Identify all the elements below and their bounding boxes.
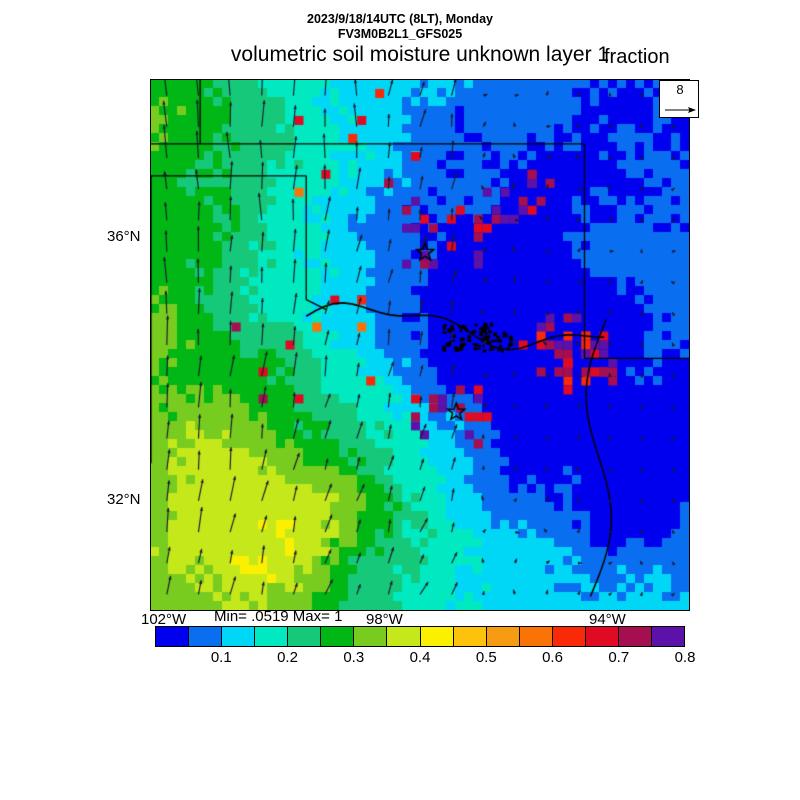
min-max-annotation: Min= .0519 Max= 1 <box>214 608 343 625</box>
colorbar-swatch-11 <box>519 627 553 646</box>
axis-label-lat-32n: 32°N <box>107 491 141 508</box>
title-date: 2023/9/18/14UTC (8LT), Monday <box>307 12 493 26</box>
colorbar-swatch-14 <box>618 627 652 646</box>
page-title: volumetric soil moisture unknown layer 1 <box>230 43 610 66</box>
colorbar-swatch-15 <box>651 627 684 646</box>
colorbar-swatch-9 <box>453 627 487 646</box>
colorbar-swatch-4 <box>288 627 322 646</box>
axis-label-lon-98w: 98°W <box>366 611 403 628</box>
colorbar-swatch-8 <box>420 627 454 646</box>
colorbar-tick-0.1: 0.1 <box>210 649 232 666</box>
colorbar-tick-0.8: 0.8 <box>674 649 696 666</box>
map-plot-area[interactable] <box>150 79 690 611</box>
colorbar-swatch-12 <box>552 627 586 646</box>
colorbar-swatch-5 <box>321 627 355 646</box>
colorbar-tick-0.3: 0.3 <box>343 649 365 666</box>
axis-label-lon-94w: 94°W <box>589 611 626 628</box>
right-arrow-icon <box>665 107 696 113</box>
colorbar-tick-0.4: 0.4 <box>409 649 431 666</box>
colorbar-swatch-3 <box>255 627 289 646</box>
colorbar-swatch-10 <box>486 627 520 646</box>
colorbar-swatch-2 <box>222 627 256 646</box>
colorbar-tick-0.7: 0.7 <box>608 649 630 666</box>
colorbar[interactable] <box>155 626 685 647</box>
colorbar-swatch-1 <box>189 627 223 646</box>
axis-label-lon-102w: 102°W <box>141 611 187 628</box>
axis-label-lat-36n: 36°N <box>107 228 141 245</box>
colorbar-tick-labels: 0.1 0.2 0.3 0.4 0.5 0.6 0.7 0.8 <box>155 649 696 669</box>
wind-vector-key-value: 8 <box>676 82 684 97</box>
colorbar-tick-0.6: 0.6 <box>542 649 563 666</box>
colorbar-tick-0.2: 0.2 <box>277 649 298 666</box>
title-model: FV3M0B2L1_GFS025 <box>337 27 463 41</box>
colorbar-swatch-13 <box>585 627 619 646</box>
title-units: fraction <box>604 46 670 68</box>
colorbar-tick-0.5: 0.5 <box>475 649 497 666</box>
colorbar-swatch-6 <box>354 627 388 646</box>
colorbar-swatch-0 <box>156 627 190 646</box>
wind-vector-key: 8 <box>659 80 699 118</box>
colorbar-swatch-7 <box>387 627 421 646</box>
soil-moisture-heatmap <box>151 80 689 610</box>
